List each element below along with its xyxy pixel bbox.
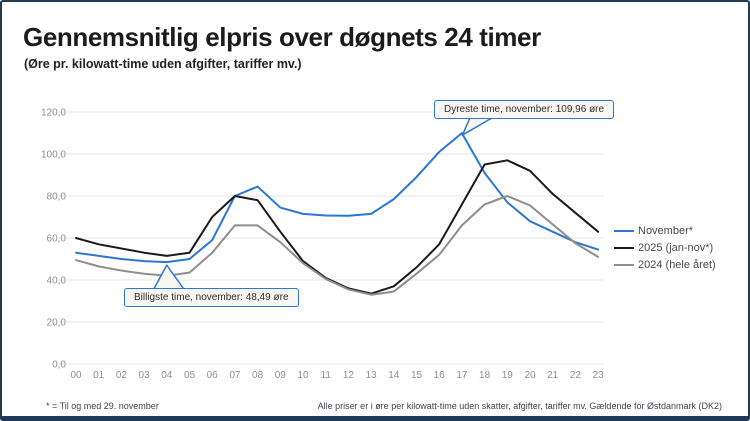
x-tick-label: 17 [456,370,468,381]
footnote-source: Alle priser er i øre per kilowatt-time u… [317,401,722,411]
x-tick-label: 05 [184,370,196,381]
x-tick-label: 20 [524,370,536,381]
x-tick-label: 03 [139,370,151,381]
x-tick-label: 01 [93,370,105,381]
x-tick-label: 14 [388,370,400,381]
page-title: Gennemsnitlig elpris over døgnets 24 tim… [23,22,541,52]
x-tick-label: 09 [275,370,287,381]
annotation-pointer [461,117,493,136]
chart-legend: November* 2025 (jan-nov*) 2024 (hele året) [614,222,716,273]
y-tick-label: 0,0 [52,360,66,371]
y-tick-label: 100,0 [41,150,66,161]
y-tick-label: 60,0 [47,234,67,245]
x-tick-label: 02 [116,370,128,381]
x-tick-label: 10 [297,370,309,381]
y-tick-label: 40,0 [47,276,67,287]
x-tick-label: 21 [547,370,559,381]
x-tick-label: 23 [593,370,605,381]
footnote-asterisk: * = Til og med 29. november [46,401,159,411]
x-tick-label: 18 [479,370,491,381]
legend-label: 2025 (jan-nov*) [638,241,714,254]
legend-label: November* [638,224,694,237]
annotation-pointer [153,264,185,290]
legend-item-1: 2025 (jan-nov*) [614,239,716,256]
legend-line-swatch [614,229,634,232]
x-tick-label: 19 [502,370,514,381]
legend-label: 2024 (hele året) [638,258,716,271]
legend-line-swatch [614,246,634,249]
x-tick-label: 12 [343,370,355,381]
legend-line-swatch [614,263,634,266]
series-line-0 [75,132,600,264]
annotation-min-price: Billigste time, november: 48,49 øre [124,288,299,307]
x-tick-label: 16 [434,370,446,381]
x-tick-label: 22 [570,370,582,381]
x-tick-label: 00 [70,370,82,381]
x-tick-label: 04 [161,370,173,381]
price-line-chart: 0,0 20,0 40,0 60,0 80,0 100,0 120,0 00 01 02 03 04 0… [41,108,605,382]
y-tick-label: 20,0 [47,318,67,329]
y-tick-label: 80,0 [47,192,67,203]
x-tick-label: 15 [411,370,423,381]
x-tick-label: 13 [366,370,378,381]
legend-item-0: November* [614,222,716,239]
legend-item-2: 2024 (hele året) [614,256,716,273]
x-tick-label: 06 [207,370,219,381]
x-tick-label: 11 [321,370,332,381]
x-tick-label: 07 [229,370,241,381]
x-tick-label: 08 [252,370,264,381]
y-tick-label: 120,0 [41,108,66,119]
annotation-max-price: Dyreste time, november: 109,96 øre [434,100,615,119]
page-subtitle: (Øre pr. kilowatt-time uden afgifter, ta… [24,57,302,71]
